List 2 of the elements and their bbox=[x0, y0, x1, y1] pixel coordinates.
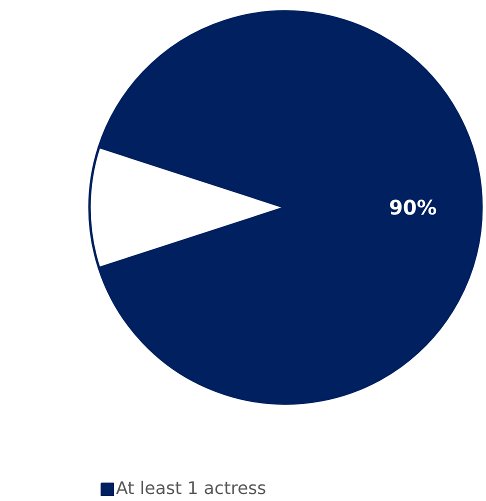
legend-label: At least 1 actress bbox=[116, 479, 266, 499]
data-label: 90% bbox=[388, 196, 437, 220]
